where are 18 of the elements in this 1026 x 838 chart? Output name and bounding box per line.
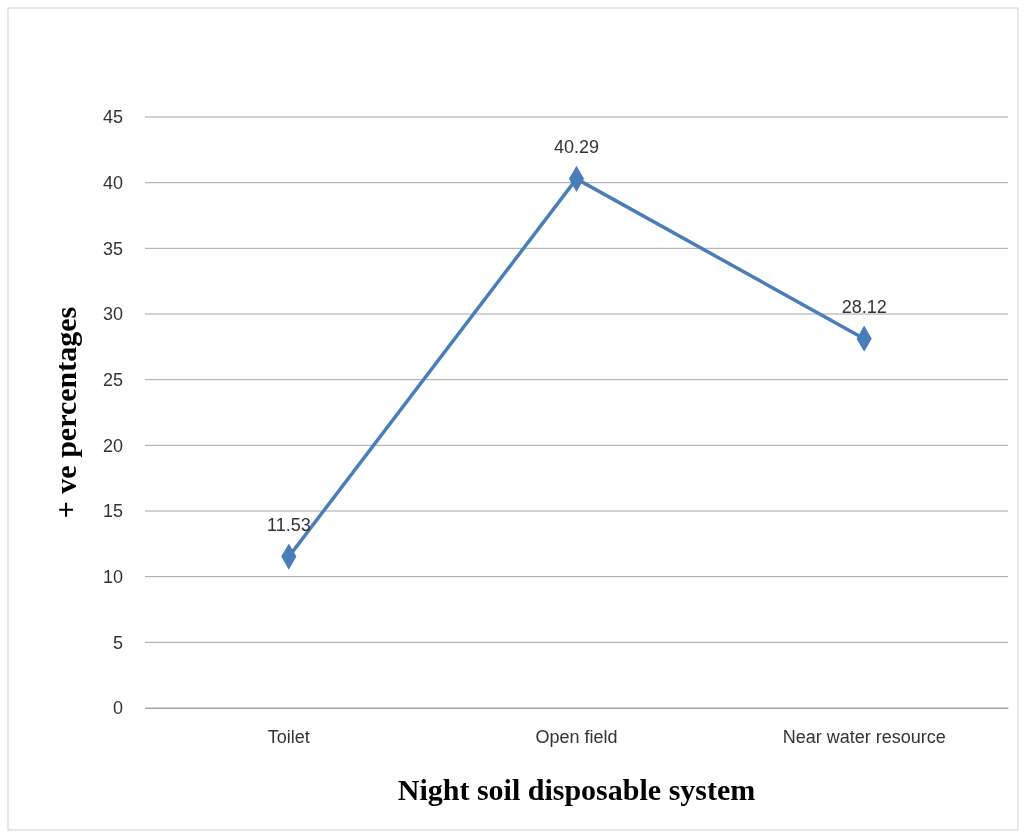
y-tick-label: 35	[102, 238, 123, 259]
data-label: 28.12	[841, 296, 887, 317]
y-tick-label: 30	[102, 304, 123, 325]
x-tick-label: Near water resource	[782, 726, 946, 747]
y-tick-label: 45	[102, 107, 123, 128]
y-tick-label: 15	[102, 501, 123, 522]
y-axis-title: + ve percentages	[49, 306, 82, 519]
data-label: 40.29	[553, 136, 600, 157]
data-label: 11.53	[266, 514, 311, 535]
y-tick-label: 0	[112, 698, 123, 719]
y-tick-label: 40	[102, 172, 123, 193]
y-tick-label: 20	[102, 435, 123, 456]
y-tick-label: 5	[112, 632, 123, 653]
x-tick-label: Open field	[535, 726, 618, 747]
x-tick-label: Toilet	[267, 726, 310, 747]
x-axis-title: Night soil disposable system	[397, 773, 756, 806]
y-tick-label: 25	[102, 369, 123, 390]
y-tick-label: 10	[102, 566, 123, 587]
